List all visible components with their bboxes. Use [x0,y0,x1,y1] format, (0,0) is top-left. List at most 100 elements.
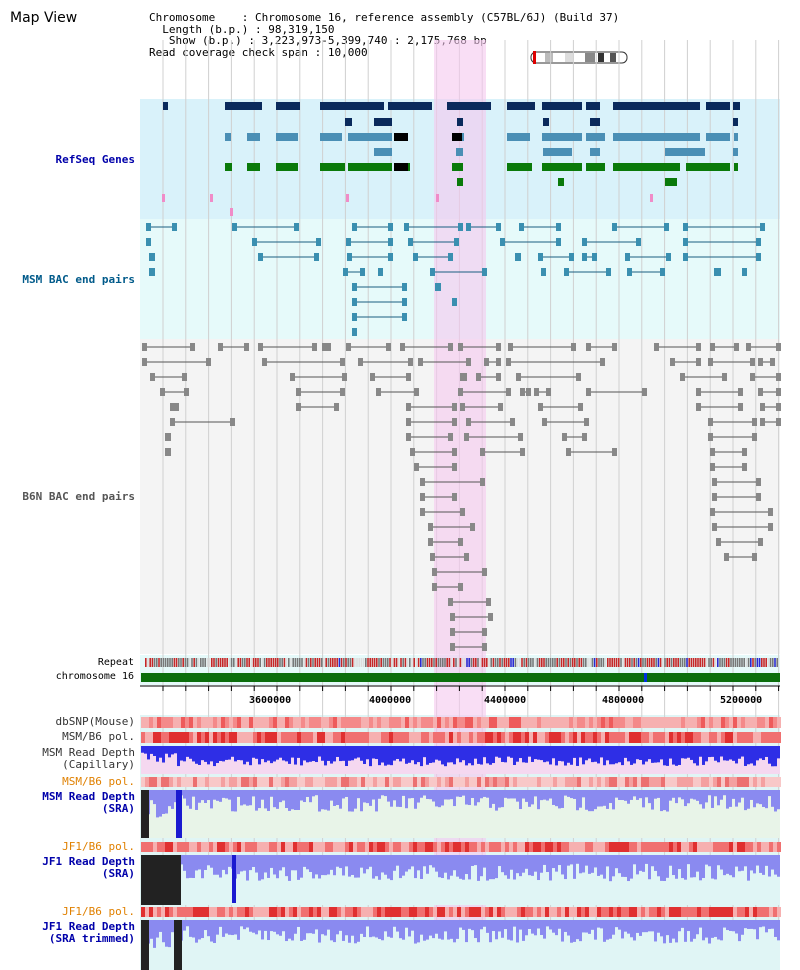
heat-cell [465,717,469,728]
depth-bar [750,746,753,764]
repeat-element [673,658,675,667]
repeat-element [688,658,690,667]
depth-bar [612,920,615,935]
depth-bar [234,746,237,762]
depth-bar [141,855,181,905]
heat-cell [661,777,665,787]
repeat-element [717,658,719,667]
heat-cell [401,732,405,743]
heat-cell [365,732,369,743]
repeat-element [393,658,396,667]
b6n-bac-pairs[interactable] [142,343,781,651]
depth-bar [405,746,408,764]
depth-bar [252,746,255,758]
depth-bar [495,920,498,940]
depth-bar [468,746,471,764]
repeat-element [712,658,715,667]
heat-cell [449,777,453,787]
repeat-element [270,658,272,667]
bac-end [696,343,701,351]
heat-cell [169,907,173,917]
depth-bar [249,790,252,806]
heat-cell [361,842,365,852]
heat-cell [601,732,605,743]
depth-bar [762,790,765,807]
depth-bar [150,920,153,939]
depth-bar [429,855,432,866]
msm-bac-pairs[interactable] [146,223,765,336]
bac-end [696,403,701,411]
depth-bar [174,746,177,754]
depth-bar [753,920,756,930]
heat-cell [537,717,541,728]
depth-bar [717,920,720,940]
heat-cell [665,777,669,787]
depth-bar [561,790,564,808]
chromosome-ideogram[interactable] [530,51,628,64]
heat-cell [721,777,725,787]
depth-bar [510,920,513,941]
heat-cell [185,777,189,787]
heat-cell [357,717,361,728]
heat-cell [177,777,181,787]
heat-cell [273,907,277,917]
depth-bar [198,746,201,765]
heat-cell [445,777,449,787]
repeat-element [362,658,365,667]
depth-bar [318,746,321,757]
heat-cell [721,907,725,917]
repeat-element [697,658,699,667]
heat-cell [293,717,297,728]
heat-cell [673,777,677,787]
depth-bar [306,790,309,797]
repeat-element [428,658,431,667]
heat-cell [509,842,513,852]
heat-cell [449,732,453,743]
repeat-element [637,658,640,667]
heat-cell [365,907,369,917]
depth-bar [252,855,255,867]
bac-end [612,223,617,231]
heat-cell [205,907,209,917]
heat-cell [769,907,773,917]
gene-segment [613,163,680,171]
repeat-element [589,658,591,667]
depth-bar [576,746,579,766]
depth-bar [492,920,495,932]
heat-cell [473,732,477,743]
heat-cell [653,907,657,917]
depth-bar [273,855,276,875]
heat-cell [565,777,569,787]
depth-bar [363,790,366,803]
heat-cell [265,907,269,917]
bac-end [578,403,583,411]
heat-cell [405,717,409,728]
repeat-element [468,658,470,667]
heat-cell [493,717,497,728]
heat-cell [737,732,741,743]
repeat-element [609,658,611,667]
depth-bar [612,790,615,810]
heat-cell [157,717,161,728]
depth-bar [666,746,669,766]
depth-bar [204,790,207,803]
heat-cell [281,907,285,917]
heat-cell [633,732,637,743]
heat-cell [141,907,145,917]
heat-cell [453,842,457,852]
depth-bar [144,746,147,754]
bac-end [296,388,301,396]
depth-bar [192,920,195,938]
heat-cell [181,907,185,917]
depth-bar [591,790,594,812]
chromosome-bar[interactable] [141,673,780,682]
bac-end [538,253,543,261]
bac-end [508,343,513,351]
repeat-element [477,658,479,667]
refseq-genes[interactable] [162,102,740,216]
heat-cell [709,842,713,852]
heat-cell [469,907,473,917]
depth-bar [600,855,603,875]
heat-cell [253,842,257,852]
